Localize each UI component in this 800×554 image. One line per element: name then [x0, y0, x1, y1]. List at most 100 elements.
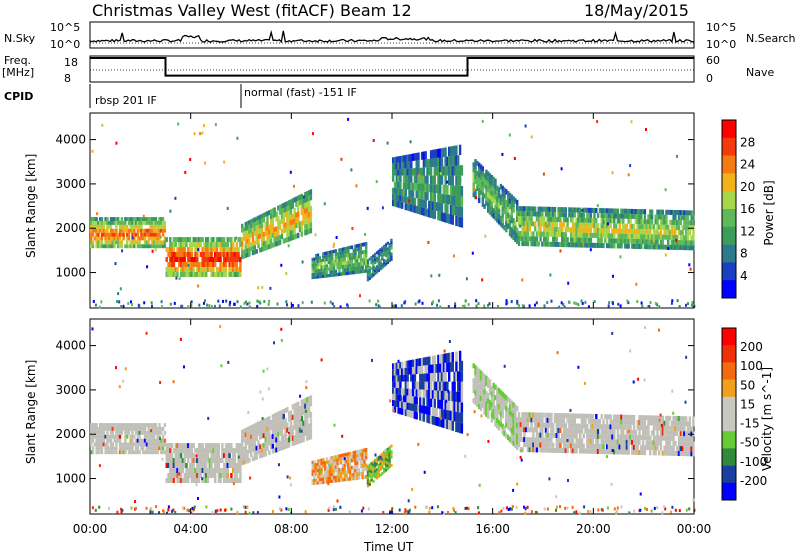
- scatter-cell: [318, 474, 321, 479]
- scatter-cell: [297, 406, 300, 413]
- scatter-cell: [451, 411, 455, 421]
- scatter-cell: [535, 412, 539, 418]
- scatter-cell: [199, 262, 203, 267]
- scatter-cell: [634, 430, 638, 435]
- scatter-cell: [165, 237, 168, 243]
- scatter-cell: [347, 455, 350, 460]
- scatter-cell: [672, 445, 675, 451]
- scatter-cell: [172, 468, 176, 473]
- scatter-cell: [647, 430, 650, 436]
- scatter-cell: [410, 182, 413, 191]
- scatter-cell: [406, 402, 409, 410]
- scatter-cell: [426, 167, 429, 176]
- scatter-cell: [251, 456, 255, 462]
- scatter-cell: [428, 167, 431, 176]
- scatter-cell: [149, 434, 152, 439]
- scatter-cell: [250, 429, 253, 435]
- scatter-cell: [298, 406, 302, 412]
- scatter-cell: [199, 453, 203, 459]
- scatter-cell: [507, 424, 510, 430]
- scatter-cell: [519, 236, 522, 241]
- scatter-cell: [453, 401, 456, 412]
- scatter-cell: [393, 363, 397, 370]
- scatter-cell: [248, 247, 251, 252]
- scatter-cell: [341, 464, 345, 468]
- scatter-cell: [325, 457, 329, 461]
- scatter-cell: [203, 252, 206, 257]
- scatter-cell: [467, 303, 470, 306]
- scatter-cell: [548, 412, 551, 418]
- scatter-cell: [217, 473, 220, 478]
- scatter-cell: [492, 182, 495, 188]
- scatter-cell: [136, 224, 140, 229]
- scatter-cell: [643, 239, 647, 245]
- scatter-cell: [494, 395, 497, 401]
- scatter-cell: [656, 209, 659, 215]
- scatter-cell: [487, 171, 490, 177]
- scatter-cell: [561, 212, 564, 218]
- scatter-cell: [439, 211, 442, 221]
- scatter-cell: [120, 221, 123, 225]
- scatter-cell: [108, 236, 111, 241]
- scatter-cell: [453, 145, 456, 156]
- scatter-cell: [215, 257, 219, 262]
- scatter-cell: [665, 415, 668, 421]
- scatter-cell: [219, 237, 222, 243]
- scatter-cell: [595, 438, 598, 444]
- scatter-cell: [428, 390, 431, 399]
- scatter-cell: [636, 244, 639, 249]
- scatter-cell: [118, 232, 122, 237]
- scatter-cell: [539, 216, 542, 222]
- scatter-cell: [315, 254, 318, 258]
- scatter-cell: [248, 439, 251, 445]
- scatter-cell: [604, 424, 607, 430]
- scatter-cell: [167, 272, 170, 277]
- scatter-cell: [170, 242, 174, 248]
- scatter-cell: [113, 228, 116, 233]
- scatter-cell: [494, 194, 497, 200]
- scatter-cell: [169, 237, 172, 243]
- scatter-cell: [472, 383, 475, 389]
- scatter-cell: [629, 228, 632, 234]
- scatter-cell: [239, 473, 242, 478]
- scatter-cell: [188, 468, 192, 473]
- scatter-cell: [643, 219, 647, 225]
- scatter-cell: [638, 440, 641, 445]
- scatter-cell: [324, 274, 327, 278]
- scatter-cell: [472, 388, 475, 394]
- scatter-cell: [206, 478, 210, 483]
- scatter-cell: [589, 423, 593, 429]
- scatter-cell: [136, 427, 140, 431]
- scatter-cell: [544, 412, 548, 418]
- scatter-cell: [519, 206, 522, 212]
- scatter-cell: [97, 434, 100, 439]
- scatter-cell: [241, 456, 244, 461]
- scatter-cell: [499, 395, 503, 401]
- scatter-cell: [257, 431, 260, 436]
- scatter-cell: [329, 459, 332, 464]
- scatter-cell: [349, 260, 352, 264]
- scatter-cell: [602, 218, 605, 224]
- scatter-cell: [309, 216, 313, 223]
- scatter-cell: [302, 409, 305, 416]
- scatter-cell: [325, 257, 329, 262]
- scatter-cell: [210, 252, 213, 257]
- scatter-cell: [494, 189, 497, 195]
- scatter-cell: [437, 390, 440, 400]
- scatter-cell: [596, 228, 600, 233]
- scatter-cell: [636, 445, 639, 450]
- scatter-cell: [145, 446, 149, 451]
- scatter-cell: [645, 224, 648, 230]
- scatter-cell: [297, 417, 300, 423]
- scatter-cell: [494, 421, 497, 427]
- scatter-cell: [600, 223, 603, 229]
- scatter-cell: [455, 401, 458, 412]
- scatter-cell: [255, 225, 258, 231]
- scatter-cell: [101, 123, 104, 127]
- scatter-cell: [304, 403, 307, 409]
- scatter-cell: [188, 443, 192, 449]
- scatter-cell: [659, 224, 663, 230]
- scatter-cell: [487, 393, 490, 399]
- scatter-cell: [322, 265, 325, 269]
- scatter-cell: [390, 241, 393, 245]
